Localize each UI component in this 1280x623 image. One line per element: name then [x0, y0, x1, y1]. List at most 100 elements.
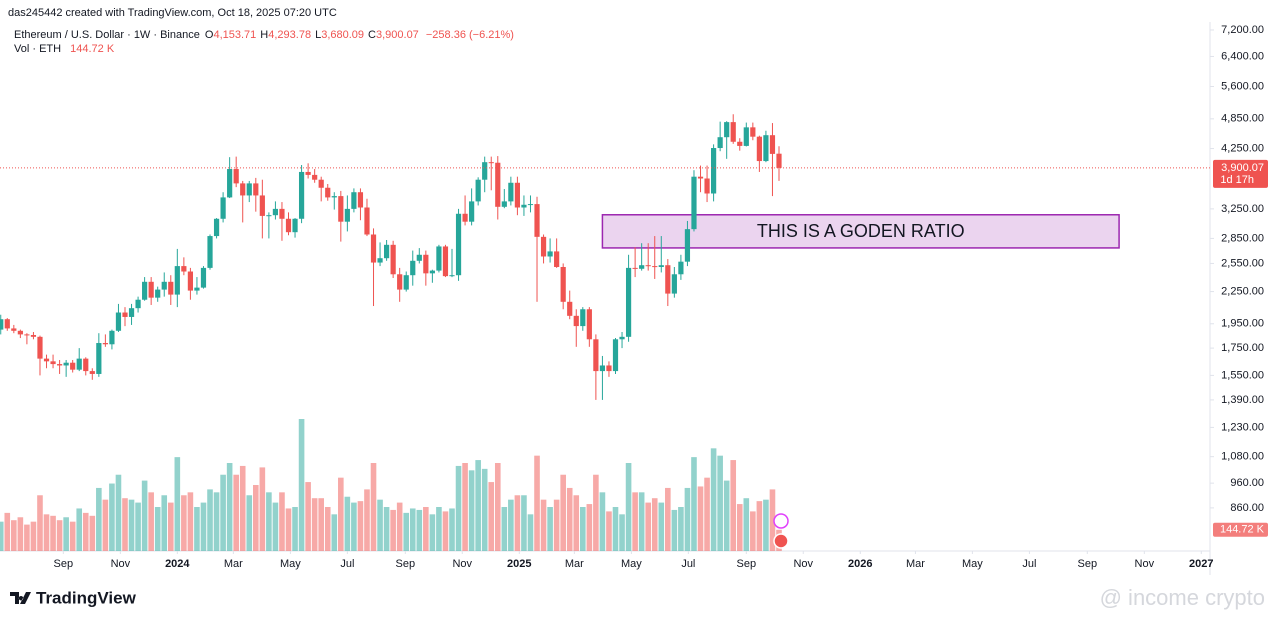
- volume-bar: [521, 495, 527, 551]
- candle-body: [567, 301, 573, 316]
- candle-body: [619, 336, 625, 340]
- candle-body: [377, 258, 383, 263]
- volume-bar: [82, 512, 89, 551]
- volume-bar: [383, 507, 390, 551]
- volume-bar: [122, 498, 128, 551]
- candle-body: [70, 362, 76, 370]
- candle-body: [331, 196, 337, 198]
- candle-body: [325, 187, 331, 198]
- volume-bar: [279, 492, 285, 551]
- candle-body: [436, 246, 442, 271]
- candle-body: [305, 171, 311, 175]
- x-tick-label: May: [280, 558, 301, 570]
- candle-body: [495, 162, 501, 207]
- volume-bar: [599, 492, 606, 551]
- candle-body: [174, 266, 180, 295]
- candle-body: [645, 265, 651, 267]
- candle-body: [11, 328, 17, 331]
- volume-bar: [586, 504, 593, 551]
- candle-body: [665, 265, 671, 294]
- y-tick-label: 2,250.00: [1221, 285, 1264, 297]
- volume-bar: [266, 492, 272, 551]
- volume-bar: [141, 480, 148, 551]
- y-tick-label: 4,250.00: [1221, 142, 1264, 154]
- candle-body: [122, 312, 128, 317]
- volume-bar: [4, 512, 11, 551]
- candle-body: [691, 176, 697, 230]
- candle-body: [168, 281, 174, 295]
- volume-bar: [449, 508, 455, 551]
- x-tick-label: Sep: [54, 558, 74, 570]
- volume-bar: [285, 508, 292, 551]
- candle-body: [410, 260, 416, 276]
- ohlc: O4,153.71 H4,293.78 L3,680.09 C3,900.07: [205, 29, 419, 41]
- legend-key: C: [368, 29, 376, 41]
- candle-body: [730, 122, 736, 142]
- candle-body: [508, 182, 514, 202]
- legend-value: 4,153.71: [213, 29, 256, 41]
- volume-bar: [115, 474, 122, 551]
- y-tick-label: 1,390.00: [1221, 394, 1264, 406]
- candle-body: [96, 343, 102, 374]
- candle-body: [501, 201, 507, 207]
- volume-bar: [704, 477, 710, 551]
- candle-body: [763, 135, 769, 162]
- candle-body: [416, 254, 422, 261]
- y-tick-label: 1,230.00: [1221, 421, 1264, 433]
- y-tick-label: 1,950.00: [1221, 318, 1264, 330]
- volume-bar: [481, 468, 488, 551]
- candle-body: [711, 148, 717, 194]
- candle-body: [482, 162, 488, 180]
- volume-bar: [167, 502, 174, 551]
- x-tick-label: Sep: [396, 558, 416, 570]
- candle-body: [213, 218, 220, 237]
- volume-bar: [580, 507, 586, 551]
- volume-bar: [651, 498, 658, 551]
- volume-bar: [736, 504, 743, 551]
- volume-bar: [684, 487, 691, 551]
- volume-bar: [403, 512, 410, 551]
- y-tick-label: 2,550.00: [1221, 257, 1264, 269]
- candle-body: [220, 197, 226, 219]
- candle-body: [652, 266, 658, 268]
- candle-body: [272, 208, 279, 216]
- volume-bar: [239, 465, 246, 551]
- candle-body: [142, 281, 148, 300]
- x-tick-label: 2024: [165, 558, 190, 570]
- x-tick-label: 2025: [507, 558, 531, 570]
- candle-body: [57, 364, 63, 366]
- candle-body: [469, 201, 475, 222]
- candle-body: [161, 281, 167, 290]
- volume-value: 144.72 K: [70, 43, 115, 55]
- volume-bar: [468, 470, 475, 551]
- candle-body: [540, 236, 547, 257]
- volume-bar: [63, 517, 69, 551]
- candle-body: [187, 271, 193, 291]
- candle-body: [128, 308, 135, 317]
- candle-body: [384, 244, 390, 259]
- y-tick-label: 1,750.00: [1221, 342, 1264, 354]
- x-tick-label: Nov: [111, 558, 131, 570]
- volume-bar: [488, 482, 495, 551]
- volume-bar: [508, 499, 514, 551]
- x-tick-label: May: [621, 558, 642, 570]
- candle-body: [181, 266, 187, 272]
- candle-body: [697, 176, 704, 179]
- candle-body: [521, 204, 527, 208]
- candle-body: [50, 361, 56, 365]
- plot-area: [0, 114, 1210, 551]
- volume-bar: [409, 508, 416, 551]
- candle-body: [30, 335, 37, 337]
- volume-bar: [514, 495, 521, 551]
- candle-body: [606, 365, 612, 372]
- volume-bar: [259, 467, 266, 551]
- y-tick-label: 6,400.00: [1221, 50, 1264, 62]
- volume-bar: [540, 499, 547, 551]
- candle-body: [554, 251, 560, 267]
- candle-body: [462, 213, 468, 222]
- volume-bar: [292, 507, 298, 551]
- volume-bar: [566, 487, 573, 551]
- volume-bar: [220, 474, 226, 551]
- volume-bar: [370, 463, 377, 551]
- volume-bar: [756, 501, 763, 551]
